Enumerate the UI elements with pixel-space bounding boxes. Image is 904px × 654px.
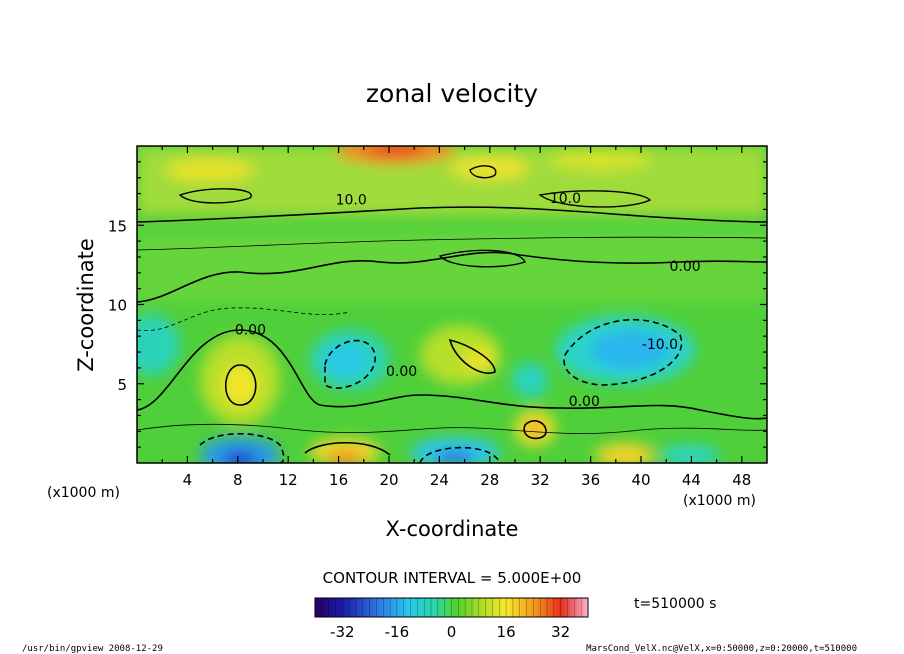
x-unit-label-right: (x1000 m) (683, 493, 756, 509)
x-axis-label: X-coordinate (386, 517, 519, 541)
x-tick-label: 44 (682, 471, 701, 489)
contour-label: 10.0 (336, 193, 367, 209)
contour-interval-text: CONTOUR INTERVAL = 5.000E+00 (323, 569, 582, 587)
contour-label: 0.00 (386, 364, 417, 380)
footer-left: /usr/bin/gpview 2008-12-29 (22, 644, 163, 654)
contour-label: 0.00 (569, 394, 600, 410)
y-axis-label: Z-coordinate (74, 238, 98, 372)
colorbar: -32 -16 0 16 32 (314, 597, 589, 641)
colorbar-tick-label: 32 (551, 623, 570, 641)
colorbar-tick-label: -16 (385, 623, 410, 641)
contour-lines (137, 165, 767, 463)
y-tick-label: 15 (108, 217, 127, 235)
contour-label: 10.0 (550, 191, 581, 207)
y-tick-label: 5 (117, 376, 127, 394)
x-tick-label: 40 (631, 471, 650, 489)
x-unit-label: (x1000 m) (47, 485, 120, 501)
time-text: t=510000 s (634, 596, 716, 612)
contour-label: 0.00 (235, 323, 266, 339)
heatmap-field: 10.0 10.0 0.00 0.00 -10.0 0.00 0.00 (137, 146, 767, 463)
x-tick-label: 12 (279, 471, 298, 489)
colorbar-tick-label: 0 (447, 623, 457, 641)
x-tick-label: 16 (329, 471, 348, 489)
x-tick-label: 8 (233, 471, 243, 489)
x-tick-label: 48 (732, 471, 751, 489)
contour-label: -10.0 (642, 337, 678, 353)
x-tick-label: 24 (430, 471, 449, 489)
footer-right: MarsCond_VelX.nc@VelX,x=0:50000,z=0:2000… (586, 644, 857, 654)
x-tick-label: 36 (581, 471, 600, 489)
x-tick-label: 32 (531, 471, 550, 489)
colorbar-tick-label: -32 (330, 623, 355, 641)
contour-label: 0.00 (670, 259, 701, 275)
colorbar-tick-label: 16 (497, 623, 516, 641)
x-tick-label: 28 (480, 471, 499, 489)
x-tick-label: 20 (379, 471, 398, 489)
x-tick-label: 4 (183, 471, 193, 489)
chart-title: zonal velocity (366, 79, 538, 108)
y-tick-label: 10 (108, 297, 127, 315)
